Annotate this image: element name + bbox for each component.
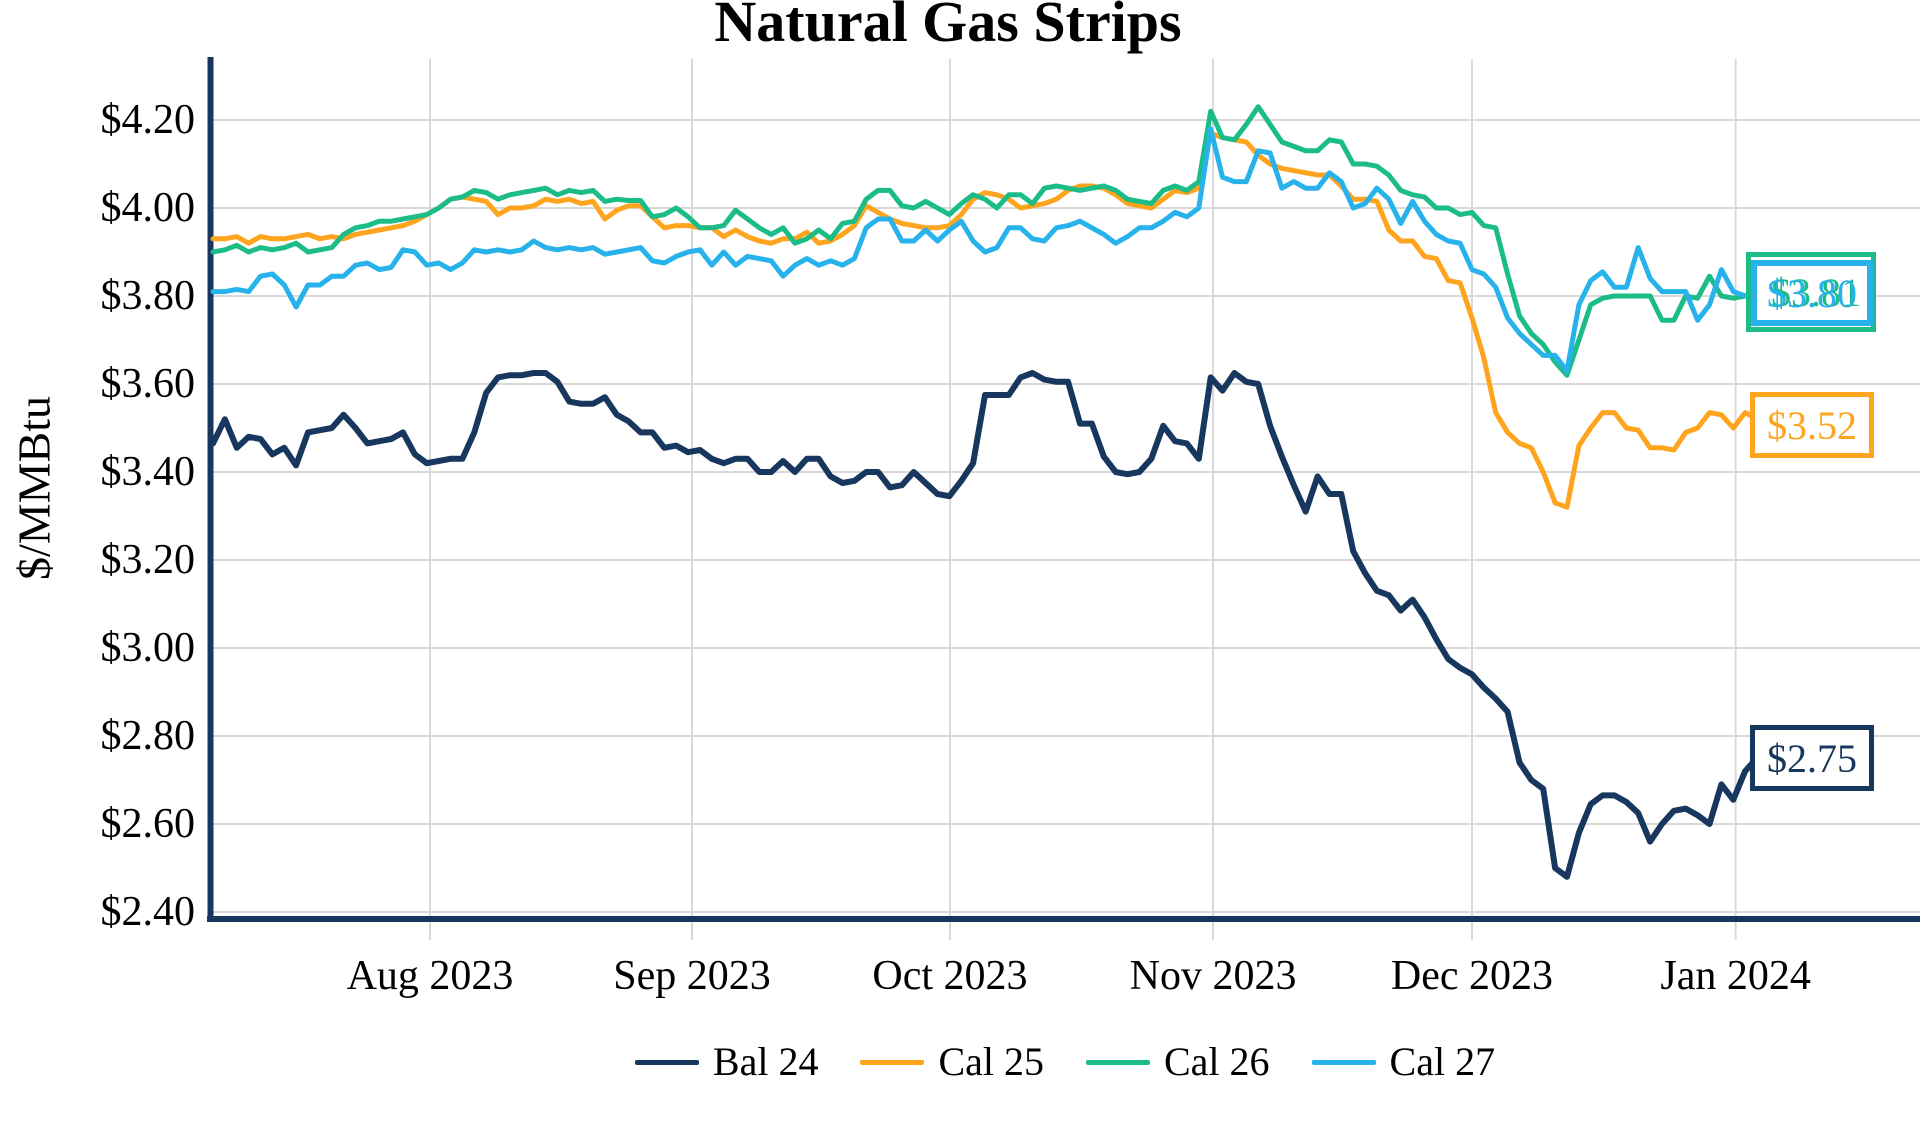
series-line-cal-27 bbox=[210, 126, 1760, 374]
x-tick-label: Sep 2023 bbox=[613, 953, 771, 999]
legend-item-cal-25: Cal 25 bbox=[860, 1040, 1044, 1084]
legend-label: Bal 24 bbox=[712, 1039, 819, 1084]
legend-label: Cal 26 bbox=[1164, 1039, 1270, 1084]
y-tick-label: $3.60 bbox=[100, 361, 196, 407]
series-line-bal-24 bbox=[210, 370, 1760, 880]
legend-label: Cal 27 bbox=[1389, 1039, 1496, 1084]
legend: Bal 24 Cal 25 Cal 26 Cal 27 bbox=[210, 1040, 1920, 1084]
x-tick-label: Aug 2023 bbox=[346, 953, 514, 999]
series-line-cal-26 bbox=[210, 104, 1760, 378]
y-tick-label: $2.60 bbox=[100, 801, 196, 847]
chart-title: Natural Gas Strips bbox=[714, 0, 1182, 54]
end-label-cal-25: $3.52 bbox=[1750, 392, 1874, 458]
y-tick-label: $4.20 bbox=[100, 97, 196, 143]
legend-line-icon bbox=[1086, 1059, 1150, 1065]
legend-item-cal-26: Cal 26 bbox=[1086, 1040, 1270, 1084]
series-line-cal-25 bbox=[210, 130, 1760, 510]
end-label-cal-27: $3.80 bbox=[1751, 260, 1873, 326]
legend-line-icon bbox=[860, 1059, 925, 1065]
legend-label: Cal 25 bbox=[938, 1039, 1044, 1084]
y-tick-label: $3.00 bbox=[100, 625, 196, 671]
y-tick-label: $2.40 bbox=[100, 889, 196, 935]
y-tick-label: $3.40 bbox=[100, 449, 196, 495]
y-tick-label: $2.80 bbox=[100, 713, 196, 759]
legend-line-icon bbox=[1311, 1059, 1376, 1065]
x-tick-label: Nov 2023 bbox=[1129, 953, 1297, 999]
legend-item-cal-27: Cal 27 bbox=[1311, 1039, 1496, 1084]
legend-line-icon bbox=[634, 1059, 699, 1065]
x-tick-label: Dec 2023 bbox=[1390, 953, 1554, 999]
end-label-bal-24: $2.75 bbox=[1750, 725, 1874, 791]
y-tick-label: $3.80 bbox=[100, 273, 196, 319]
x-tick-label: Jan 2024 bbox=[1660, 953, 1811, 999]
y-tick-label: $3.20 bbox=[100, 537, 196, 583]
legend-item-bal-24: Bal 24 bbox=[634, 1039, 819, 1084]
y-tick-label: $4.00 bbox=[100, 185, 196, 231]
x-tick-label: Oct 2023 bbox=[872, 953, 1028, 999]
